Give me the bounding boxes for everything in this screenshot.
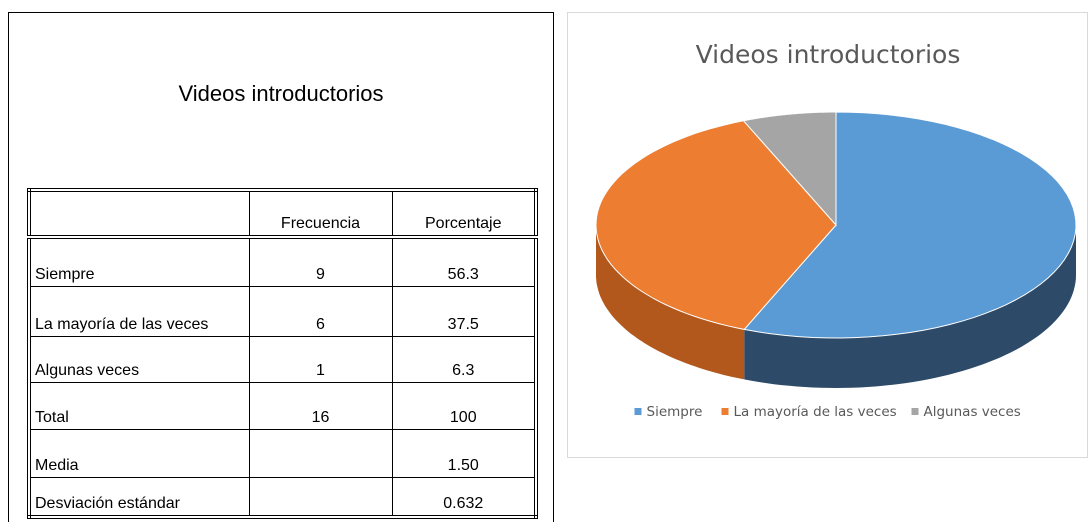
table-cell: 1 — [248, 335, 393, 383]
legend-swatch — [721, 408, 729, 415]
table-cell: La mayoría de las veces — [28, 285, 250, 337]
chart-panel: Videos introductorios Siempre La mayoría … — [567, 12, 1088, 458]
table-cell: 9 — [248, 236, 393, 287]
table-cell: 16 — [248, 381, 393, 430]
table-cell — [248, 428, 393, 478]
chart: Videos introductorios Siempre La mayoría … — [595, 40, 1077, 420]
table-row: Algunas veces 1 6.3 — [28, 335, 537, 383]
slice-side — [596, 225, 745, 380]
table-panel: Videos introductorios Frecuencia Porcenta… — [8, 12, 554, 522]
table-cell: 37.5 — [391, 285, 537, 337]
legend-swatch — [634, 408, 642, 415]
slice-side — [744, 225, 1076, 388]
table-cell: 0.632 — [391, 476, 537, 518]
chart-title: Videos introductorios — [696, 40, 961, 69]
table-cell: Total — [28, 381, 250, 430]
table-row: Desviación estándar 0.632 — [28, 476, 537, 518]
legend-swatch — [911, 408, 919, 415]
pie-slice — [595, 120, 837, 330]
table-row: Siempre 9 56.3 — [28, 236, 537, 287]
legend-label: Siempre — [647, 404, 703, 420]
table-cell: Desviación estándar — [28, 476, 250, 518]
table-cell: 100 — [391, 381, 537, 430]
legend-label: La mayoría de las veces — [734, 404, 897, 420]
table-row: Total 16 100 — [28, 381, 537, 430]
pie-slice — [742, 111, 837, 227]
data-table: Frecuencia Porcentaje Siempre 9 56.3 La mayor… — [27, 188, 538, 519]
table-cell: Porcentaje — [391, 189, 537, 238]
legend-label: Algunas veces — [924, 404, 1021, 420]
table-cell: 6.3 — [391, 335, 537, 383]
table-title: Videos introductorios — [178, 81, 384, 106]
table-row: Media 1.50 — [28, 428, 537, 478]
page: Videos introductorios Frecuencia Porcenta… — [8, 12, 1088, 522]
table-cell: Siempre — [28, 236, 250, 287]
table-cell: 6 — [248, 285, 393, 337]
pie-slice — [743, 111, 1077, 339]
table-cell: 56.3 — [391, 236, 537, 287]
table-row: La mayoría de las veces 6 37.5 — [28, 285, 537, 337]
table-cell: Frecuencia — [248, 189, 393, 238]
table-cell — [248, 476, 393, 518]
table-cell: 1.50 — [391, 428, 537, 478]
table-cell: Algunas veces — [28, 335, 250, 383]
table-cell: Media — [28, 428, 250, 478]
table-cell — [28, 189, 250, 238]
header-row: Frecuencia Porcentaje — [28, 189, 537, 238]
